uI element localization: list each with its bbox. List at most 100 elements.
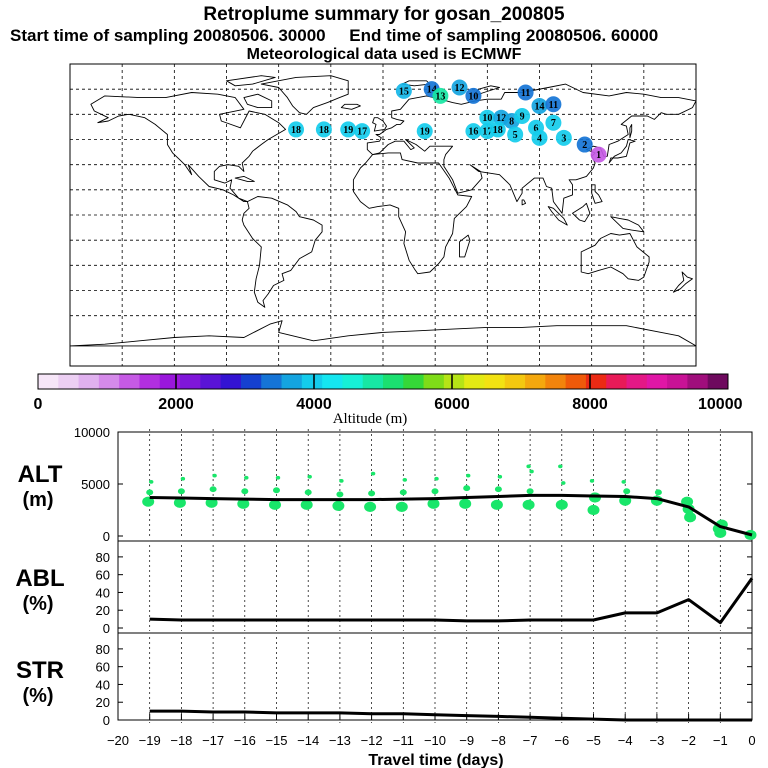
coastline-greenland [260,75,349,115]
colorbar-swatch [38,374,59,389]
panel-label: ABL [15,565,64,592]
x-tick-label: −6 [554,733,569,748]
coastline-north-america [90,92,287,203]
trajectory-day-label: 17 [357,127,367,138]
trajectory-circle [451,79,468,96]
plume-particle-point [205,497,218,508]
colorbar-swatch [322,374,343,389]
colorbar-swatch [180,374,201,389]
coastline-south-america [241,196,323,308]
y-tick-label: 5000 [81,477,110,492]
colorbar-swatch [78,374,100,389]
y-tick-label: 20 [96,695,110,710]
trajectory-circle [489,121,506,138]
trajectory-day-label: 15 [399,86,409,97]
plume-particle-point [339,479,344,483]
coastline-iceland [340,103,361,110]
trajectory-circle [395,82,412,99]
x-tick-label: −9 [459,733,474,748]
colorbar-swatch [159,374,181,389]
trajectory-day-label: 8 [509,117,514,128]
coastline-baffin-island [243,93,273,109]
trajectory-circle [517,84,534,101]
x-tick-label: −7 [523,733,538,748]
coastline-sumatra [547,206,568,226]
plume-particle-point [212,473,217,478]
colorbar-swatch [281,374,303,389]
trajectory-circle [514,108,531,125]
colorbar-swatch [119,374,140,389]
trajectory-marker: 2 [576,136,593,153]
colorbar-swatch [220,374,242,389]
colorbar-swatch [606,374,628,389]
plume-particle-point [146,489,154,496]
trajectory-day-label: 18 [493,125,503,136]
colorbar-tick-label: 6000 [434,396,470,413]
series-line-abl [149,577,754,625]
trajectory-circle [590,146,607,163]
colorbar-swatch [342,374,364,389]
coastline-sakhalin [629,123,633,139]
plume-particle-point [177,488,185,495]
trajectory-marker: 14 [531,97,548,114]
plume-particle-point [490,499,503,510]
trajectory-day-label: 2 [582,140,587,151]
series-line-str [149,709,752,722]
plume-particle-point [587,504,600,516]
y-tick-label: 20 [96,603,110,618]
sampling-times: Start time of sampling 20080506. 30000 E… [10,26,658,46]
trajectory-marker: 15 [395,82,412,99]
trajectory-day-label: 11 [549,100,558,111]
trajectory-day-label: 14 [427,85,437,96]
coastline-sri-lanka [521,199,527,206]
trajectory-day-label: 4 [537,133,542,144]
plume-particle-point [370,471,376,476]
plume-particle-point [555,499,568,510]
colorbar-swatch [565,374,587,389]
met-data-label: Meteorological data used is ECMWF [246,46,522,63]
trajectory-marker: 11 [517,84,534,101]
plume-particle-point [522,499,535,510]
colorbar-tick-label: 8000 [572,396,608,413]
colorbar-swatch [403,374,425,389]
colorbar-swatch [626,374,648,389]
trajectory-circle [479,109,496,126]
plume-particle-point [173,497,186,508]
x-tick-label: −8 [491,733,506,748]
plume-particle-point [623,488,631,495]
trajectory-day-label: 6 [534,123,539,134]
plume-particle-point [149,480,154,484]
x-tick-label: −13 [329,733,351,748]
trajectory-marker: 10 [465,87,482,104]
colorbar-swatch [200,374,222,389]
trajectory-marker: 19 [416,123,433,140]
colorbar-swatch [362,374,384,389]
colorbar-tick-label: 2000 [158,396,194,413]
plume-particle-point [431,488,439,495]
coastline-cuba [234,175,255,182]
trajectory-day-label: 11 [521,88,530,99]
plume-particle-point [561,481,566,485]
x-tick-label: −2 [681,733,696,748]
panel-label: ALT [18,461,63,488]
coastline-australia [580,233,650,281]
trajectory-day-label: 7 [551,118,556,129]
y-tick-label: 0 [103,621,110,636]
trajectory-circle [576,136,593,153]
panel-str: 0 20 40 60 80 STR(%) [16,637,752,728]
x-tick-label: −15 [265,733,287,748]
y-tick-label: 80 [96,642,110,657]
colorbar-swatch [525,374,546,389]
plume-particle-point [307,474,312,479]
plume-particle-point [300,499,313,510]
trajectory-marker: 12 [451,79,468,96]
panel-unit: (%) [22,685,53,707]
trajectory-marker: 7 [545,114,562,131]
plume-particle-point [402,477,407,482]
start-time-label: Start time of sampling 20080506. 30000 [10,26,326,45]
colorbar-axis-label: Altitude (m) [333,411,408,427]
plume-particle-point [269,499,281,510]
plume-particle-point [273,487,280,494]
